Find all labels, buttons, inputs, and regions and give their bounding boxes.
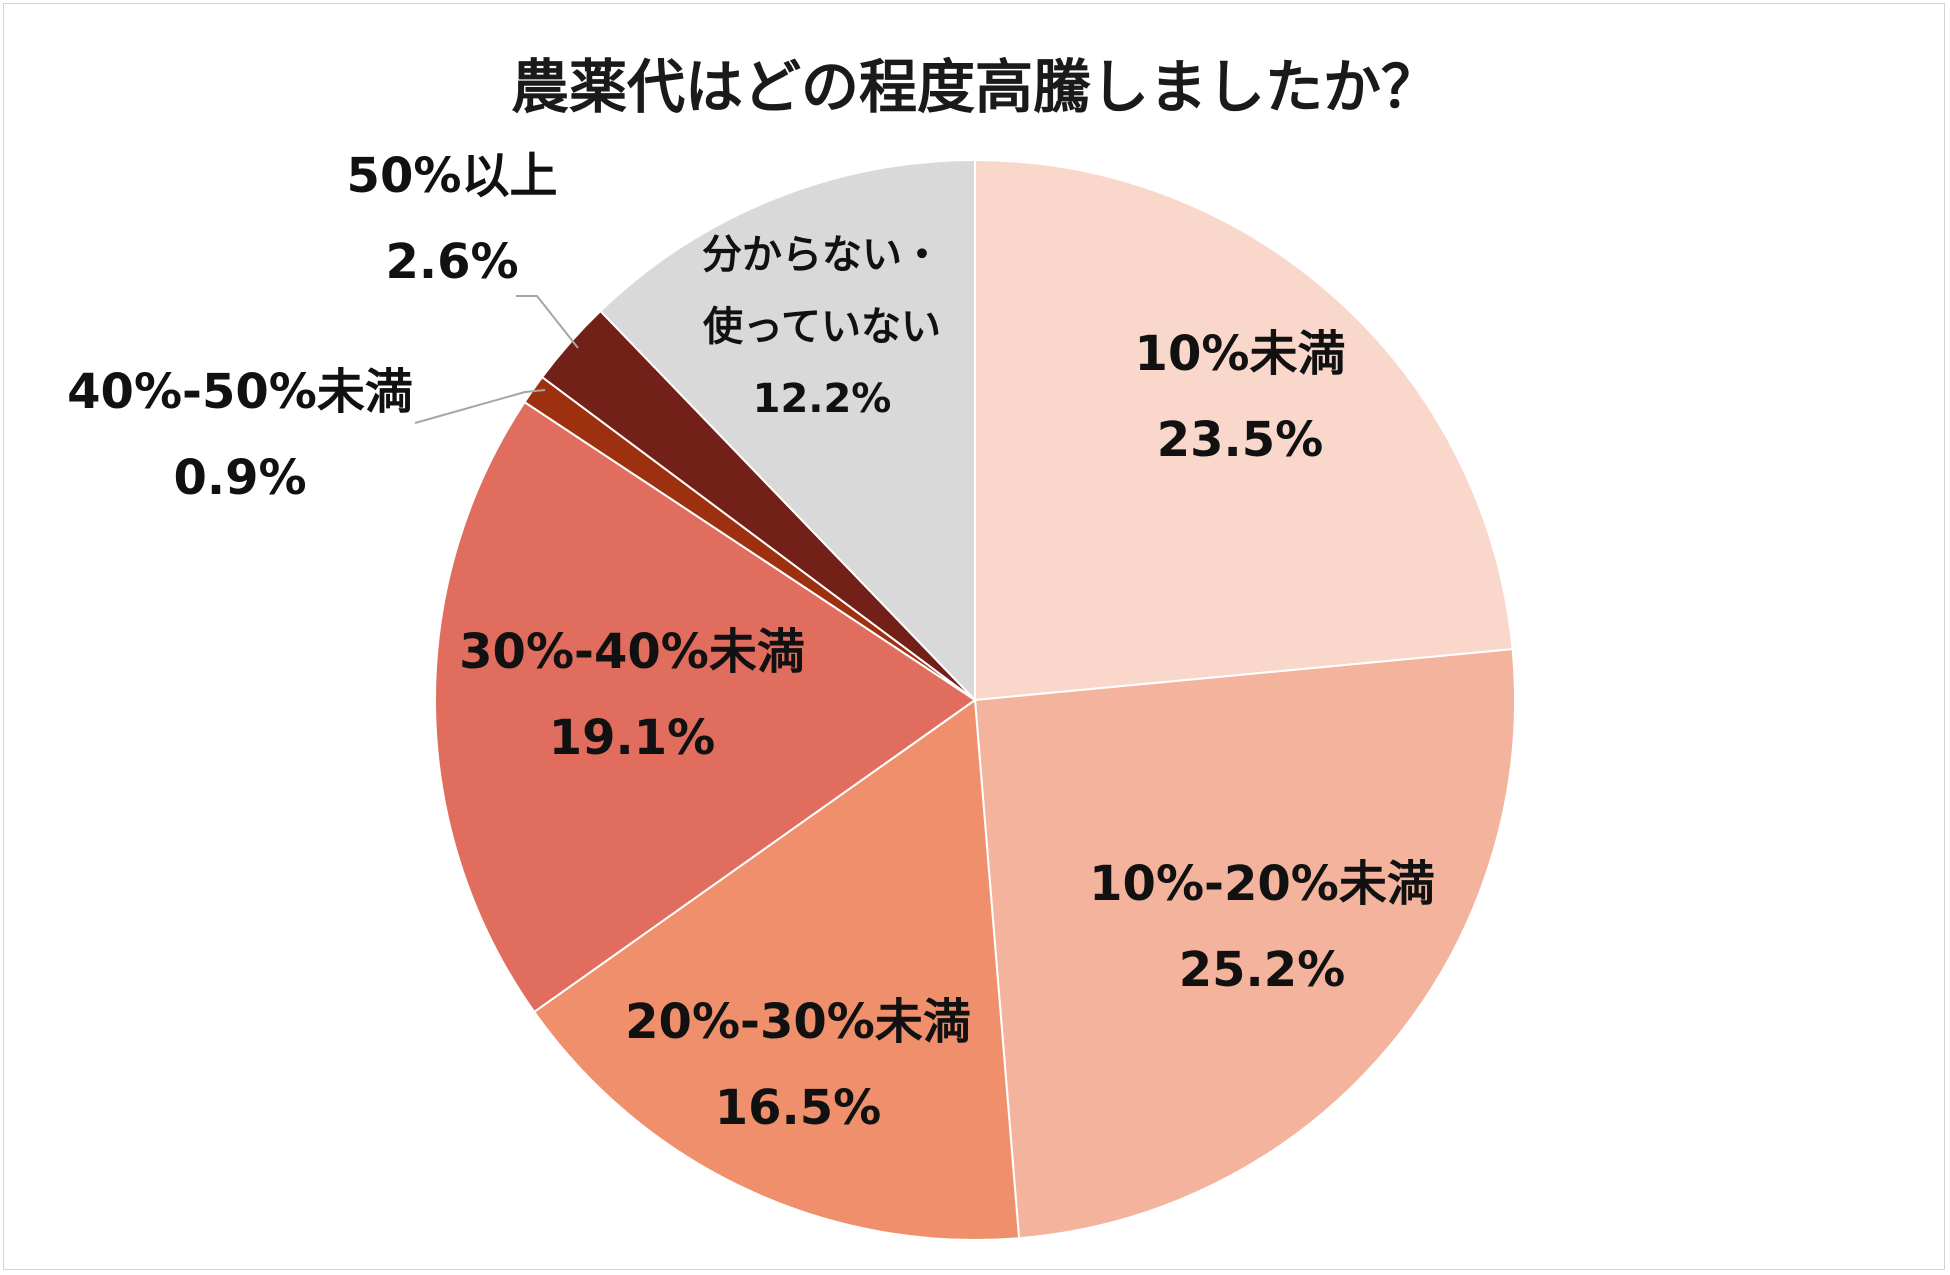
slice-label-slice-6: 分からない・使っていない 12.2% — [702, 232, 942, 422]
chart-title: 農薬代はどの程度高騰しましたか？ — [510, 53, 1439, 121]
slice-category: 50%以上 — [347, 148, 558, 204]
slice-category: 20%-30%未満 — [625, 994, 971, 1050]
slice-category: 使っていない — [703, 304, 941, 350]
pie-slice-30pct-40pct — [434, 400, 977, 1014]
slice-category: 30%-40%未満 — [459, 624, 805, 680]
slice-category: 40%-50%未満 — [67, 364, 413, 420]
slice-label-30pct-40pct: 30%-40%未満 19.1% — [459, 624, 805, 766]
leader-line-40pct-50pct — [414, 389, 546, 424]
leader-line-50pct — [516, 295, 579, 349]
pie-slice-20pct-30pct — [532, 698, 1021, 1241]
slice-value: 25.2% — [1179, 942, 1346, 998]
slice-category: 10%未満 — [1135, 326, 1346, 382]
slice-value: 12.2% — [753, 376, 892, 422]
slice-value: 16.5% — [715, 1080, 882, 1136]
slice-label-10pct-20pct: 10%-20%未満 25.2% — [1089, 856, 1435, 998]
slice-value: 0.9% — [173, 450, 306, 506]
slice-value: 23.5% — [1157, 412, 1324, 468]
pie-slice-10pct-20pct — [973, 648, 1516, 1240]
pie-slice-10pct — [974, 158, 1514, 702]
slice-label-20pct-30pct: 20%-30%未満 16.5% — [625, 994, 971, 1136]
slice-category: 分からない・ — [702, 232, 942, 278]
slice-label-40pct-50pct: 40%-50%未満 0.9% — [67, 364, 413, 506]
slice-value: 19.1% — [549, 710, 716, 766]
slice-category: 10%-20%未満 — [1089, 856, 1435, 912]
slice-label-10pct: 10%未満 23.5% — [1135, 326, 1346, 468]
slice-value: 2.6% — [385, 234, 518, 290]
slice-label-50pct: 50%以上 2.6% — [347, 148, 558, 290]
pie-slice-slice-6 — [599, 158, 976, 703]
